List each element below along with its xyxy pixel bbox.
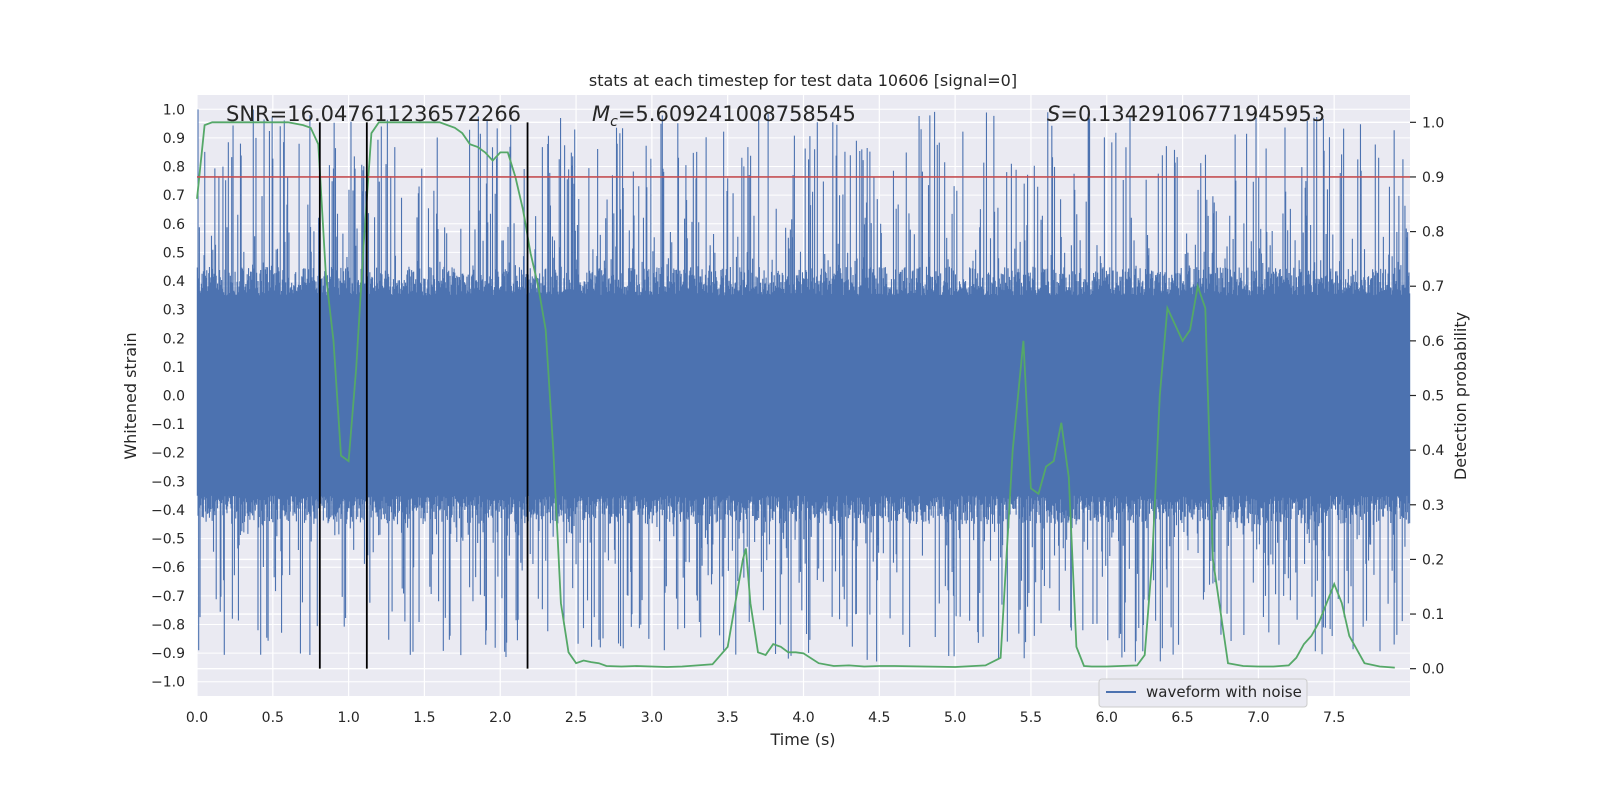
y-tick-label-6: 0.4 <box>163 274 185 290</box>
chirp-mass-subscript: c <box>610 114 618 130</box>
y-tick-label-3: 0.7 <box>163 188 185 204</box>
x-tick-label-13: 6.5 <box>1171 710 1193 726</box>
y-tick-label-2: 0.8 <box>163 160 185 176</box>
y2-tick-label-0: 1.0 <box>1422 115 1444 131</box>
x-tick-label-6: 3.0 <box>641 710 663 726</box>
y2-tick-label-5: 0.5 <box>1422 389 1444 405</box>
chirp-mass-annotation: Mc=5.609241008758545 <box>592 102 856 130</box>
x-tick-label-11: 5.5 <box>1020 710 1042 726</box>
x-tick-label-5: 2.5 <box>565 710 587 726</box>
event-lines <box>318 122 529 669</box>
y-tick-label-14: −0.4 <box>151 503 185 519</box>
y-tick-label-15: −0.5 <box>151 532 185 548</box>
y-tick-label-8: 0.2 <box>163 331 185 347</box>
waveform-with-noise-line <box>196 109 1411 662</box>
y2-axis-title: Detection probability <box>1451 312 1470 480</box>
y2-tick-label-10: 0.0 <box>1422 662 1444 678</box>
detection-probability-line <box>196 121 1395 669</box>
y2-tick-label-7: 0.3 <box>1422 498 1444 514</box>
s-value: =0.13429106771945953 <box>1060 102 1325 126</box>
y2-tick-label-4: 0.6 <box>1422 334 1444 350</box>
x-tick-label-7: 3.5 <box>717 710 739 726</box>
y2-tick-label-6: 0.4 <box>1422 443 1444 459</box>
y2-tick-label-8: 0.2 <box>1422 552 1444 568</box>
x-tick-labels: 0.0 0.5 1.0 1.5 2.0 2.5 3.0 3.5 4.0 4.5 5.0 5.5 6.0 6… <box>186 710 1345 726</box>
x-tick-label-4: 2.0 <box>489 710 511 726</box>
y-tick-label-17: −0.7 <box>151 589 185 605</box>
y-tick-label-10: 0.0 <box>163 389 185 405</box>
y-tick-label-11: −0.1 <box>151 417 185 433</box>
chart-title: stats at each timestep for test data 106… <box>589 71 1017 90</box>
y-tick-label-5: 0.5 <box>163 245 185 261</box>
y-tick-labels: 1.0 0.9 0.8 0.7 0.6 0.5 0.4 0.3 0.2 0.1 0.0 −0.1 −0.… <box>151 102 185 690</box>
x-tick-label-14: 7.0 <box>1247 710 1269 726</box>
chirp-mass-value: =5.609241008758545 <box>618 102 856 126</box>
x-tick-label-3: 1.5 <box>413 710 435 726</box>
y-tick-label-12: −0.2 <box>151 446 185 462</box>
y2-tick-label-3: 0.7 <box>1422 279 1444 295</box>
y-tick-label-0: 1.0 <box>163 102 185 118</box>
x-tick-label-2: 1.0 <box>337 710 359 726</box>
y2-tick-label-9: 0.1 <box>1422 607 1444 623</box>
y-tick-label-19: −0.9 <box>151 646 185 662</box>
x-tick-label-1: 0.5 <box>262 710 284 726</box>
snr-annotation: SNR=16.047611236572266 <box>226 102 521 126</box>
x-axis-title: Time (s) <box>769 730 835 749</box>
s-symbol: S <box>1047 102 1060 126</box>
y2-tick-label-2: 0.8 <box>1422 225 1444 241</box>
legend-box <box>1098 678 1308 708</box>
y-tick-label-13: −0.3 <box>151 474 185 490</box>
y-tick-label-20: −1.0 <box>151 675 185 691</box>
legend-label: waveform with noise <box>1146 683 1302 701</box>
y-tick-label-16: −0.6 <box>151 560 185 576</box>
y-tick-label-9: 0.1 <box>163 360 185 376</box>
y-tick-label-4: 0.6 <box>163 217 185 233</box>
y2-tick-label-1: 0.9 <box>1422 170 1444 186</box>
x-tick-label-10: 5.0 <box>944 710 966 726</box>
x-tick-label-15: 7.5 <box>1323 710 1345 726</box>
chirp-mass-symbol: M <box>592 102 610 126</box>
y-axis-title: Whitened strain <box>121 332 140 459</box>
y-tick-label-18: −0.8 <box>151 617 185 633</box>
x-tick-label-12: 6.0 <box>1096 710 1118 726</box>
x-tick-label-0: 0.0 <box>186 710 208 726</box>
x-tick-label-8: 4.0 <box>792 710 814 726</box>
probability-series <box>196 121 1395 669</box>
s-annotation: S=0.13429106771945953 <box>1047 102 1325 126</box>
waveform-series <box>196 109 1411 662</box>
x-tick-label-9: 4.5 <box>868 710 890 726</box>
y2-tick-labels: 1.0 0.9 0.8 0.7 0.6 0.5 0.4 0.3 0.2 0.1 0.0 <box>1410 115 1444 678</box>
y-tick-label-7: 0.3 <box>163 303 185 319</box>
y-tick-label-1: 0.9 <box>163 131 185 147</box>
legend: waveform with noise <box>1098 678 1308 708</box>
